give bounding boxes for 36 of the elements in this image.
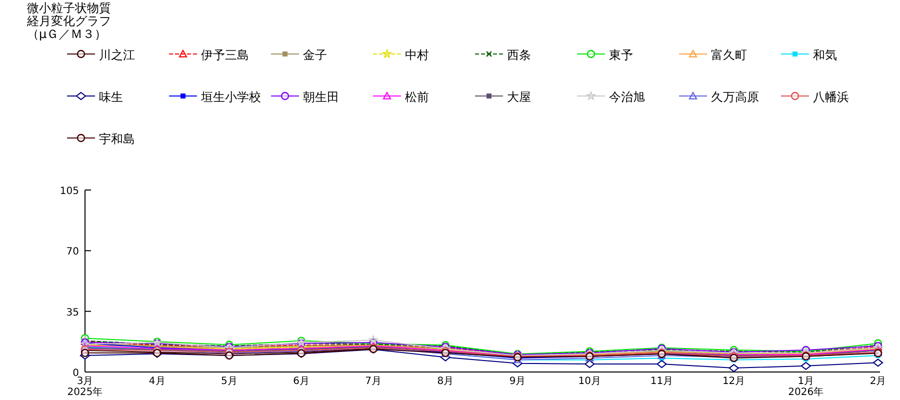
x-tick-label: 8月	[437, 376, 454, 387]
legend-label: 川之江	[99, 48, 135, 62]
x-tick-label: 11月	[650, 376, 674, 387]
x-tick-label: 3月 2025年	[67, 376, 103, 398]
legend-label: 朝生田	[303, 90, 339, 104]
legend-label: 大屋	[507, 90, 531, 104]
title: 微小粒子状物質	[27, 1, 111, 15]
x-tick-label: 6月	[293, 376, 310, 387]
legend-label: 富久町	[711, 48, 747, 62]
x-tick-label: 2月	[870, 376, 886, 387]
y-tick-label: 0	[72, 368, 79, 379]
legend-label: 金子	[303, 48, 327, 62]
y-tick-label: 70	[66, 246, 79, 258]
annotation: （μＧ／Ｍ３）	[27, 27, 107, 41]
y-tick-label: 35	[66, 307, 79, 318]
x-tick-label: 1月 2026年	[788, 376, 824, 398]
x-tick-label: 12月	[722, 376, 746, 387]
legend-label: 八幡浜	[813, 90, 849, 104]
legend-label: 垣生小学校	[200, 90, 261, 104]
y-tick-label: 105	[60, 186, 79, 197]
legend-label: 西条	[507, 48, 531, 62]
x-tick-label: 5月	[220, 376, 238, 387]
legend-label: 味生	[99, 90, 123, 104]
legend-label: 中村	[405, 48, 429, 62]
x-tick-label: 7月	[365, 376, 382, 387]
legend-label: 宇和島	[99, 132, 135, 146]
x-tick-label: 4月	[148, 376, 166, 387]
x-tick-label: 9月	[509, 376, 526, 387]
legend-label: 今治旭	[609, 90, 645, 104]
legend-label: 松前	[405, 90, 429, 104]
legend-label: 久万高原	[711, 90, 759, 104]
legend-label: 東予	[609, 48, 633, 62]
legend-label: 伊予三島	[201, 48, 249, 62]
legend-label: 和気	[813, 48, 837, 62]
subtitle: 経月変化グラフ	[27, 14, 111, 28]
x-tick-label: 10月	[578, 376, 602, 387]
